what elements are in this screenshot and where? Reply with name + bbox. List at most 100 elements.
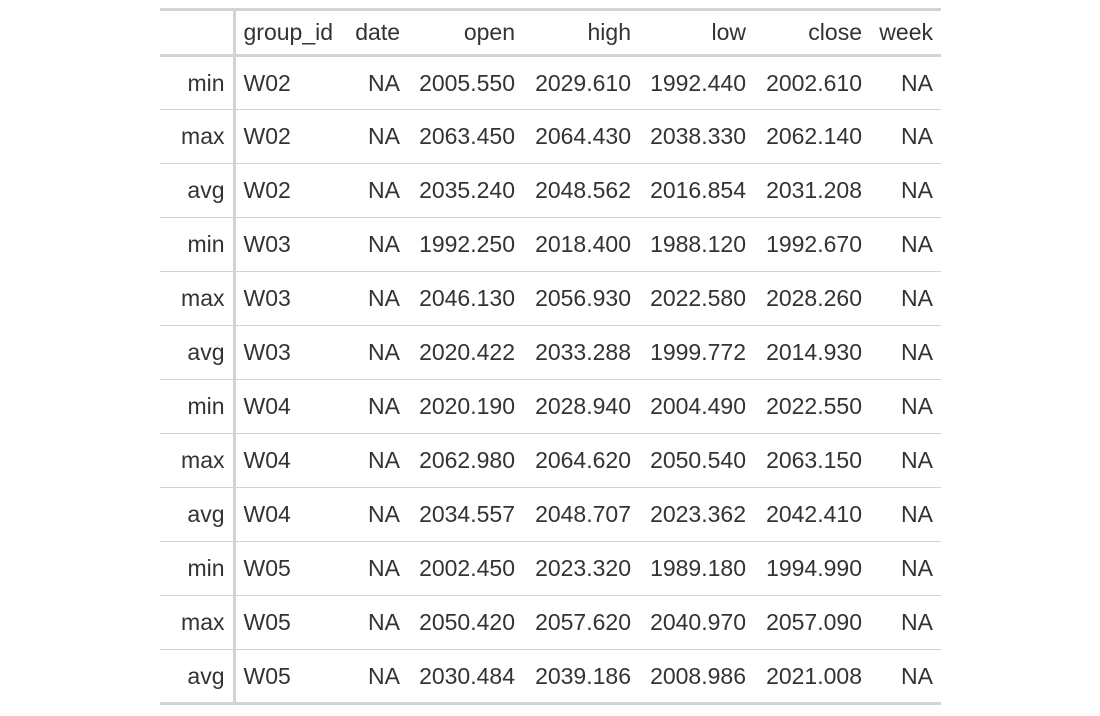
cell-open: 2020.422 xyxy=(408,325,523,380)
cell-open: 2020.190 xyxy=(408,379,523,434)
table-row: avg W04 NA 2034.557 2048.707 2023.362 2042.410… xyxy=(160,487,941,542)
row-label: avg xyxy=(160,325,236,380)
cell-close: 2063.150 xyxy=(754,433,870,488)
cell-date: NA xyxy=(344,433,408,488)
cell-week: NA xyxy=(870,433,941,488)
cell-group-id: W04 xyxy=(234,433,344,488)
cell-high: 2056.930 xyxy=(523,271,639,326)
cell-group-id: W05 xyxy=(234,649,344,704)
row-label: max xyxy=(160,271,236,326)
cell-open: 2050.420 xyxy=(408,595,523,650)
cell-date: NA xyxy=(344,217,408,272)
cell-group-id: W03 xyxy=(234,217,344,272)
cell-close: 2002.610 xyxy=(766,69,862,96)
row-label: max xyxy=(160,595,236,650)
cell-high: 2048.707 xyxy=(523,487,639,542)
cell-low: 2016.854 xyxy=(639,163,754,218)
cell-group-id: W02 xyxy=(234,163,344,218)
column-header-stub xyxy=(160,9,236,57)
cell-group-id: W03 xyxy=(234,271,344,326)
row-label: max xyxy=(160,109,236,164)
cell-close: 2014.930 xyxy=(754,325,870,380)
cell-high: 2018.400 xyxy=(523,217,639,272)
cell-week: NA xyxy=(870,217,941,272)
cell-close: 2042.410 xyxy=(754,487,870,542)
table-row: min W04 NA 2020.190 2028.940 2004.490 2022.550… xyxy=(160,379,941,434)
row-label: avg xyxy=(160,649,236,704)
summary-table: group_id date open high low close week min W02 N… xyxy=(160,8,941,705)
row-label: min xyxy=(160,217,236,272)
cell-low: 1989.180 xyxy=(639,541,754,596)
cell-close: 1992.670 xyxy=(754,217,870,272)
cell-high: 2039.186 xyxy=(523,649,639,704)
cell-week: NA xyxy=(870,649,941,704)
cell-low: 2004.490 xyxy=(639,379,754,434)
table-row: avg W05 NA 2030.484 2039.186 2008.986 2021.008… xyxy=(160,649,941,704)
table-row: max W02 NA 2063.450 2064.430 2038.330 2062.140… xyxy=(160,109,941,164)
cell-open: 2062.980 xyxy=(408,433,523,488)
header-row: group_id date open high low close week xyxy=(160,9,941,57)
column-header-high: high xyxy=(523,9,639,57)
cell-group-id: W05 xyxy=(234,541,344,596)
table-row: max W04 NA 2062.980 2064.620 2050.540 2063.150… xyxy=(160,433,941,488)
cell-high: 2028.940 xyxy=(523,379,639,434)
column-header-low: low xyxy=(639,9,754,57)
cell-group-id: W05 xyxy=(234,595,344,650)
table-row: avg W03 NA 2020.422 2033.288 1999.772 2014.930… xyxy=(160,325,941,380)
cell-open: 2046.130 xyxy=(408,271,523,326)
cell-date: NA xyxy=(344,379,408,434)
column-header-week: week xyxy=(870,9,941,57)
cell-high: 2023.320 xyxy=(523,541,639,596)
cell-low: 2008.986 xyxy=(639,649,754,704)
table-row: min W05 NA 2002.450 2023.320 1989.180 1994.990… xyxy=(160,541,941,596)
cell-open: 2034.557 xyxy=(408,487,523,542)
cell-high: 2057.620 xyxy=(523,595,639,650)
cell-week: NA xyxy=(870,325,941,380)
row-label: avg xyxy=(160,487,236,542)
cell-low: 2022.580 xyxy=(639,271,754,326)
cell-date: NA xyxy=(344,109,408,164)
cell-week: NA xyxy=(870,271,941,326)
cell-week: NA xyxy=(870,487,941,542)
cell-low: 1999.772 xyxy=(639,325,754,380)
cell-date: NA xyxy=(344,163,408,218)
cell-group-id: W02 xyxy=(243,69,291,96)
cell-open: 2030.484 xyxy=(408,649,523,704)
table-header: group_id date open high low close week xyxy=(160,9,941,57)
cell-close: 2031.208 xyxy=(754,163,870,218)
table-body: min W02 NA 2005.550 2029.610 1992.440 2002.610… xyxy=(160,55,941,704)
column-header-close: close xyxy=(754,9,870,57)
cell-open: 1992.250 xyxy=(408,217,523,272)
cell-high: 2064.620 xyxy=(523,433,639,488)
cell-close: 2062.140 xyxy=(754,109,870,164)
table-row: min W03 NA 1992.250 2018.400 1988.120 1992.670… xyxy=(160,217,941,272)
row-label: min xyxy=(160,541,236,596)
cell-low: 2050.540 xyxy=(639,433,754,488)
cell-date: NA xyxy=(344,271,408,326)
cell-low: 1988.120 xyxy=(639,217,754,272)
cell-high: 2033.288 xyxy=(523,325,639,380)
cell-close: 2021.008 xyxy=(754,649,870,704)
cell-group-id: W04 xyxy=(234,487,344,542)
cell-high: 2048.562 xyxy=(523,163,639,218)
cell-high: 2064.430 xyxy=(523,109,639,164)
row-label: min xyxy=(160,55,236,110)
cell-group-id: W03 xyxy=(234,325,344,380)
row-label: max xyxy=(160,433,236,488)
cell-open: 2035.240 xyxy=(408,163,523,218)
table-row: min W02 NA 2005.550 2029.610 1992.440 2002.610… xyxy=(160,55,941,110)
cell-open: 2063.450 xyxy=(408,109,523,164)
cell-week: NA xyxy=(901,69,933,96)
column-header-date: date xyxy=(344,9,408,57)
cell-date: NA xyxy=(344,595,408,650)
cell-week: NA xyxy=(870,163,941,218)
cell-low: 2040.970 xyxy=(639,595,754,650)
cell-date: NA xyxy=(344,325,408,380)
column-header-group-id: group_id xyxy=(234,9,344,57)
cell-week: NA xyxy=(870,595,941,650)
cell-date: NA xyxy=(368,69,400,96)
column-header-open: open xyxy=(408,9,523,57)
cell-low: 1992.440 xyxy=(650,69,746,96)
cell-open: 2005.550 xyxy=(419,69,515,96)
cell-close: 1994.990 xyxy=(754,541,870,596)
